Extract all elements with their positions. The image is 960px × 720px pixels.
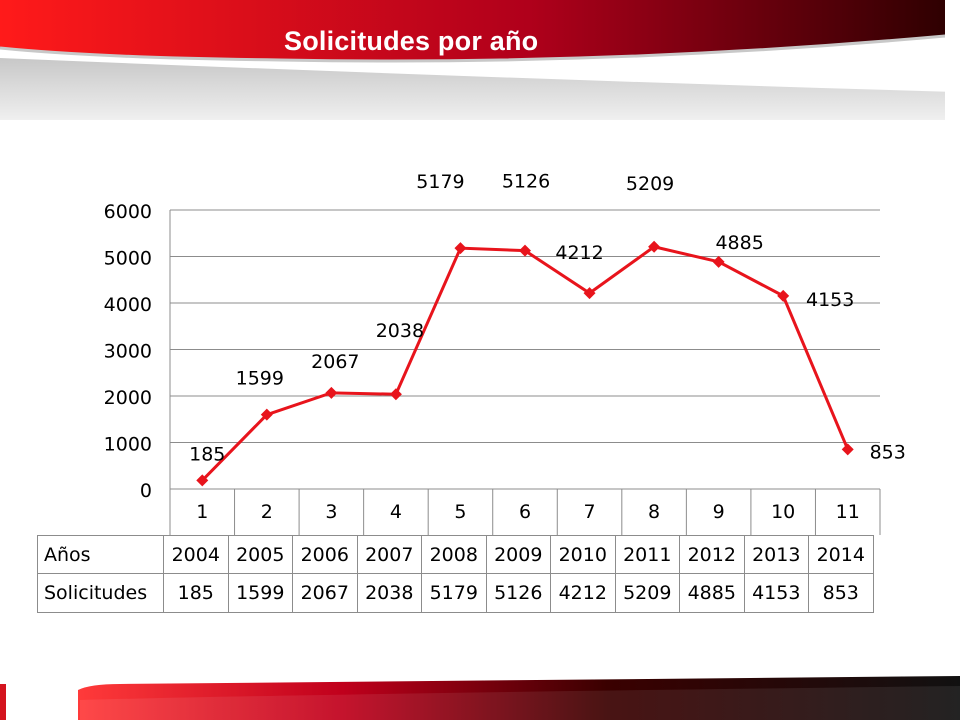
data-label: 185 — [189, 443, 225, 465]
series-markers — [196, 240, 854, 487]
data-point-marker — [712, 255, 725, 268]
data-point-marker — [648, 240, 661, 253]
table-cell: 2006 — [292, 535, 358, 574]
table-cell: 2010 — [550, 535, 616, 574]
data-label: 2038 — [376, 320, 424, 342]
table-cell: 2008 — [421, 535, 487, 574]
table-cell: 2005 — [227, 535, 293, 574]
y-tick-label: 3000 — [104, 341, 152, 363]
table-cell: 2011 — [614, 535, 680, 574]
table-cell: 2007 — [356, 535, 422, 574]
chart-axes — [169, 210, 881, 535]
data-point-marker — [777, 289, 790, 302]
data-label: 1599 — [236, 368, 284, 390]
table-cell: 2038 — [356, 573, 422, 613]
table-cell: 5179 — [421, 573, 487, 613]
data-label: 4153 — [806, 289, 854, 311]
x-tick-label: 10 — [771, 501, 795, 523]
x-tick-label: 2 — [261, 501, 273, 523]
data-point-marker — [454, 242, 467, 255]
data-label: 853 — [870, 441, 906, 463]
data-label: 5209 — [626, 173, 674, 195]
y-tick-label: 5000 — [104, 248, 152, 270]
y-tick-label: 4000 — [104, 294, 152, 316]
table-cell: 5126 — [485, 573, 551, 613]
table-cell: 2013 — [743, 535, 809, 574]
x-tick-label: 4 — [390, 501, 402, 523]
table-cell: 4153 — [743, 573, 809, 613]
x-tick-label: 3 — [325, 501, 337, 523]
data-point-marker — [583, 287, 596, 300]
y-axis-tick-labels: 0 1000 2000 3000 4000 5000 6000 — [104, 201, 152, 502]
table-row-years: Años 2004 2005 2006 2007 2008 2009 2010 2011 2012… — [37, 535, 874, 574]
data-table: Años 2004 2005 2006 2007 2008 2009 2010 2011 2012… — [37, 535, 874, 613]
data-labels: 185 1599 2067 2038 5179 5126 4212 5209 4885 4153 8… — [189, 171, 906, 466]
title-banner — [0, 0, 960, 120]
table-cell: 5209 — [614, 573, 680, 613]
table-row-requests: Solicitudes 185 1599 2067 2038 5179 5126 4212 52… — [37, 573, 874, 613]
bottom-decoration — [0, 676, 960, 720]
table-cell: 1599 — [227, 573, 293, 613]
table-row-header: Años — [37, 535, 164, 574]
data-label: 5126 — [502, 171, 550, 193]
x-tick-label: 9 — [713, 501, 725, 523]
y-tick-label: 0 — [140, 480, 152, 502]
table-cell: 185 — [163, 573, 229, 613]
data-label: 4212 — [555, 242, 603, 264]
table-cell: 2012 — [679, 535, 745, 574]
x-tick-label: 11 — [836, 501, 860, 523]
x-tick-label: 5 — [454, 501, 466, 523]
x-tick-label: 8 — [648, 501, 660, 523]
data-label: 4885 — [715, 232, 763, 254]
table-cell: 2067 — [292, 573, 358, 613]
table-cell: 853 — [808, 573, 874, 613]
data-point-marker — [196, 474, 209, 487]
data-label: 5179 — [416, 171, 464, 193]
y-tick-label: 1000 — [104, 434, 152, 456]
y-tick-label: 6000 — [104, 201, 152, 223]
table-row-header: Solicitudes — [37, 573, 164, 613]
data-point-marker — [841, 443, 854, 456]
data-point-marker — [389, 388, 402, 401]
table-cell: 2009 — [485, 535, 551, 574]
data-label: 2067 — [311, 351, 359, 373]
y-tick-label: 2000 — [104, 387, 152, 409]
data-point-marker — [519, 244, 531, 257]
data-point-marker — [260, 408, 273, 421]
x-axis-tick-labels: 1 2 3 4 5 6 7 8 9 10 11 — [196, 501, 860, 523]
data-point-marker — [325, 386, 338, 399]
x-tick-label: 1 — [196, 501, 208, 523]
slide-title: Solicitudes por año — [284, 26, 539, 56]
table-cell: 4885 — [679, 573, 745, 613]
x-tick-label: 7 — [583, 501, 595, 523]
series-line — [201, 245, 850, 482]
table-cell: 4212 — [550, 573, 616, 613]
table-cell: 2004 — [163, 535, 229, 574]
table-cell: 2014 — [808, 535, 874, 574]
x-tick-label: 6 — [519, 501, 531, 523]
